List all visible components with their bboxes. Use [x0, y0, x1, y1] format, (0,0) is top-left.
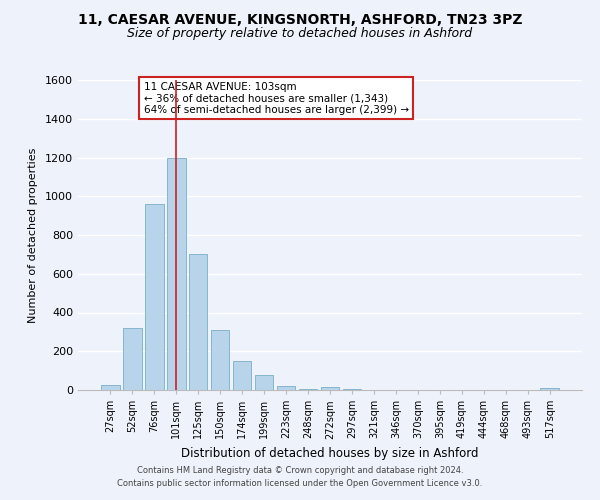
Bar [189, 254, 208, 390]
Text: 11 CAESAR AVENUE: 103sqm
← 36% of detached houses are smaller (1,343)
64% of sem: 11 CAESAR AVENUE: 103sqm ← 36% of detach… [143, 82, 409, 115]
Bar [255, 376, 274, 390]
Bar [541, 388, 559, 390]
Text: Size of property relative to detached houses in Ashford: Size of property relative to detached ho… [127, 28, 473, 40]
X-axis label: Distribution of detached houses by size in Ashford: Distribution of detached houses by size … [181, 447, 479, 460]
Bar [167, 158, 185, 390]
Bar [343, 389, 361, 390]
Bar [277, 386, 295, 390]
Y-axis label: Number of detached properties: Number of detached properties [28, 148, 38, 322]
Bar [145, 204, 164, 390]
Bar [233, 361, 251, 390]
Text: 11, CAESAR AVENUE, KINGSNORTH, ASHFORD, TN23 3PZ: 11, CAESAR AVENUE, KINGSNORTH, ASHFORD, … [78, 12, 522, 26]
Bar [211, 330, 229, 390]
Bar [320, 387, 340, 390]
Bar [123, 328, 142, 390]
Bar [101, 385, 119, 390]
Bar [299, 389, 317, 390]
Text: Contains HM Land Registry data © Crown copyright and database right 2024.
Contai: Contains HM Land Registry data © Crown c… [118, 466, 482, 487]
